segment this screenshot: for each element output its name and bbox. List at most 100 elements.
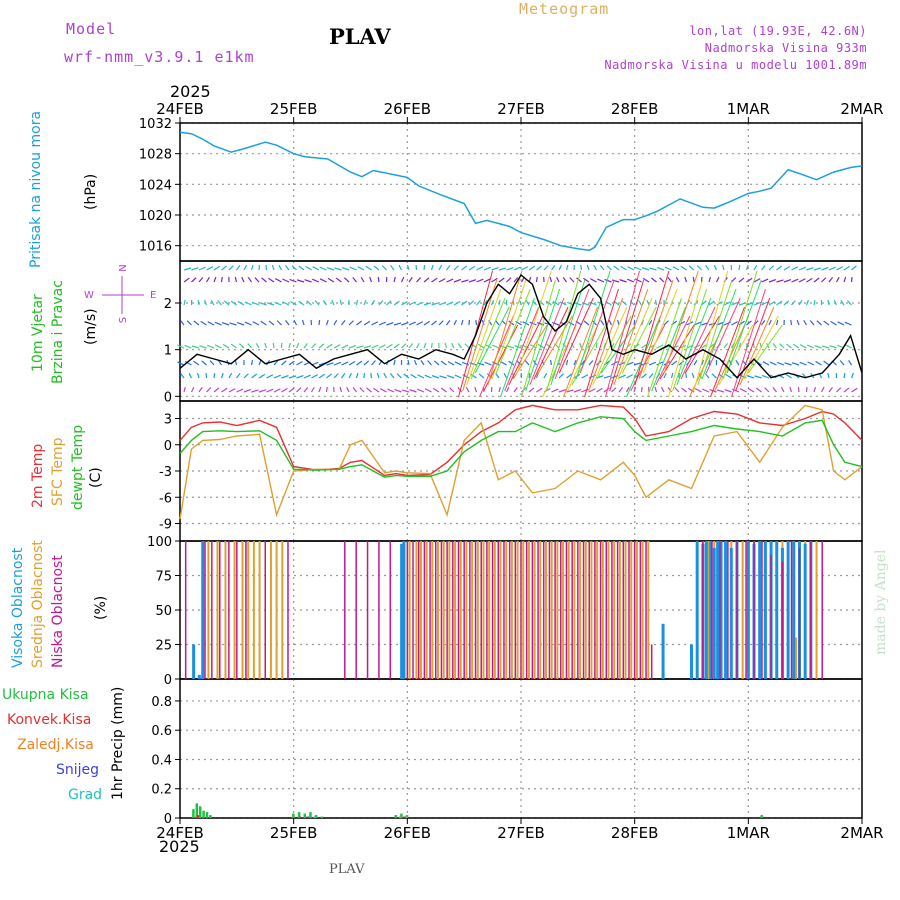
wind-barb <box>198 277 204 283</box>
cloud-bar <box>745 541 747 679</box>
wind-barb <box>798 299 803 306</box>
wind-barb <box>654 299 658 306</box>
wind-barb <box>785 373 792 379</box>
cloud-bar <box>197 674 201 679</box>
temp-series-line-0 <box>179 404 863 477</box>
wind-barb <box>641 267 650 271</box>
precip-bar <box>320 816 324 818</box>
wind-barb <box>295 342 300 349</box>
wind-barb <box>783 265 791 271</box>
wind-barb <box>626 361 634 366</box>
wind-barb <box>725 373 732 379</box>
wind-barb <box>339 299 343 306</box>
wind-barb <box>378 321 386 326</box>
wind-barb <box>611 387 617 393</box>
wind-streak <box>466 288 502 386</box>
wind-barb <box>266 374 274 379</box>
wind-barb <box>692 276 695 283</box>
wind-streak <box>701 288 737 380</box>
wind-barb <box>468 265 476 271</box>
wind-barb <box>768 278 777 283</box>
wind-barb <box>348 320 354 326</box>
wind-barb <box>775 319 779 326</box>
wind-barb <box>468 279 477 283</box>
wind-barb <box>322 299 327 306</box>
y-tick-label: 3 <box>164 413 172 428</box>
wind-barb <box>597 301 605 306</box>
cloud-bar <box>459 541 462 679</box>
cloud-bar <box>729 547 733 679</box>
wind-barb <box>675 276 680 283</box>
wind-streak <box>739 306 775 386</box>
wind-barb <box>848 359 853 366</box>
wind-barb <box>506 277 512 283</box>
wind-barb <box>363 299 367 306</box>
wind-barb <box>210 299 215 306</box>
wind-barb <box>334 267 342 271</box>
cloud-bar <box>201 541 205 679</box>
cloud-bar <box>810 541 812 679</box>
wind-barb <box>213 265 221 271</box>
wind-barb <box>410 373 417 379</box>
precip-bar <box>298 816 302 818</box>
wind-barb <box>303 343 308 349</box>
cloud-bar <box>508 541 511 679</box>
wind-streak <box>613 288 649 386</box>
wind-barb <box>430 264 434 271</box>
y-tick-label: 2 <box>164 297 172 312</box>
wind-barb <box>306 300 312 306</box>
wind-barb <box>205 276 210 283</box>
wind-barb <box>806 277 813 283</box>
cloud-bar <box>573 541 576 679</box>
cloud-bar <box>389 541 392 679</box>
wind-barb <box>275 278 282 283</box>
wind-barb <box>438 320 444 326</box>
cloud-bar <box>503 541 505 679</box>
cloud-bar <box>582 541 585 679</box>
cloud-bar <box>542 541 545 679</box>
wind-streak <box>684 315 720 374</box>
wind-streak <box>722 270 758 380</box>
wind-barb <box>828 277 834 283</box>
x-tick-label-bottom: 26FEB <box>384 824 431 842</box>
wind-barb <box>851 387 858 393</box>
wind-barb <box>184 344 192 349</box>
wind-barb <box>464 343 470 349</box>
y-tick-label: 0.6 <box>151 724 172 739</box>
wind-streak <box>680 306 716 380</box>
wind-barb <box>642 277 650 283</box>
cloud-bar <box>192 644 196 679</box>
wind-barb <box>293 319 298 326</box>
wind-barb <box>739 388 747 393</box>
wind-barb <box>197 299 200 306</box>
cloud-bar <box>228 541 230 679</box>
wind-barb <box>705 265 710 271</box>
wind-barb <box>670 372 674 379</box>
cloud-bar <box>761 541 763 679</box>
wind-barb <box>551 321 560 326</box>
wind-barb <box>258 389 267 393</box>
wind-streak <box>731 288 766 398</box>
wind-barb <box>470 373 477 379</box>
wind-barb <box>723 301 731 306</box>
wind-barb <box>356 345 364 349</box>
cloud-bar <box>435 541 437 679</box>
wind-barb <box>640 386 643 393</box>
wind-streak <box>550 279 586 386</box>
wind-barb <box>341 344 349 349</box>
wind-barb <box>346 386 350 393</box>
wind-barb <box>715 276 720 283</box>
cloud-bar <box>452 541 454 679</box>
wind-barb <box>439 375 447 379</box>
wind-barb <box>230 343 237 349</box>
wind-barb <box>498 299 501 306</box>
cloud-bar <box>224 541 227 679</box>
cloud-bar <box>264 541 266 679</box>
wind-barb <box>431 302 439 306</box>
wind-barb <box>453 265 459 271</box>
cloud-bar <box>639 541 642 679</box>
wind-barb <box>228 372 233 379</box>
wind-barb <box>431 277 438 283</box>
wind-barb <box>291 265 297 271</box>
